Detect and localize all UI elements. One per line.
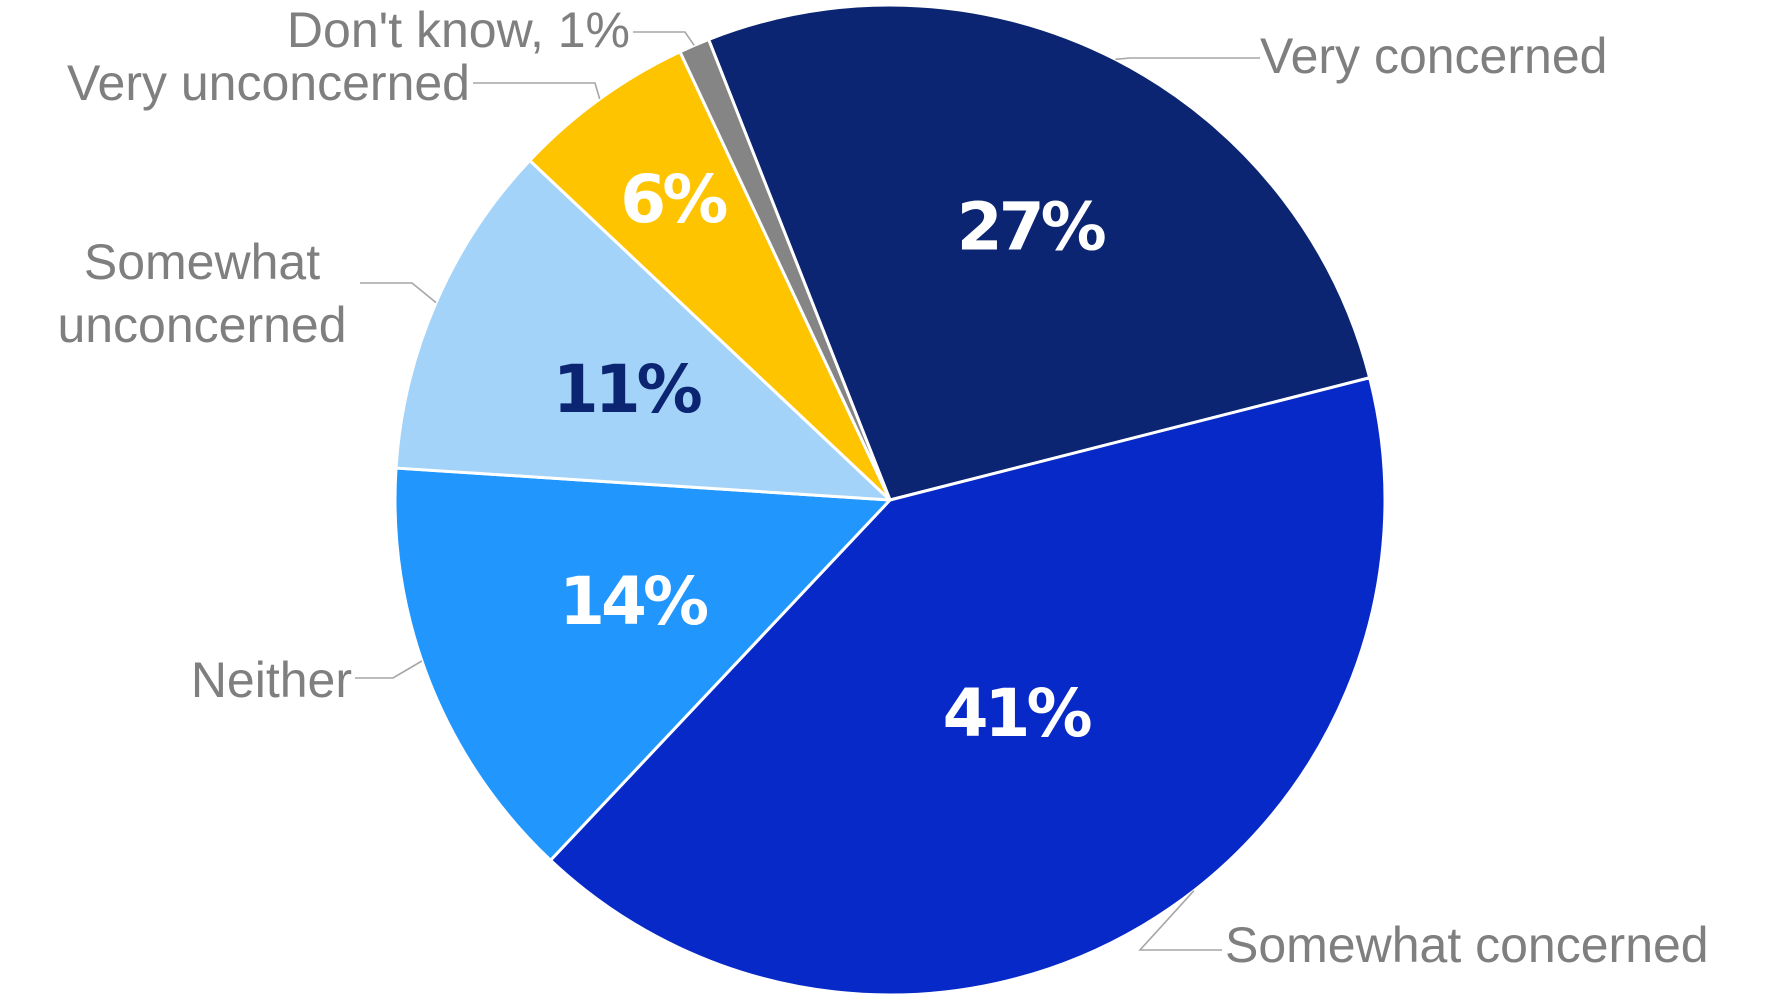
leader-lines [355, 31, 1260, 951]
value-label-neither: 14% [559, 563, 708, 640]
pie-slice-very-concerned [707, 3, 1372, 502]
leader-line-somewhat-concerned [1138, 890, 1222, 951]
pie-slice-somewhat-concerned [549, 376, 1387, 997]
category-label-somewhat-concerned: Somewhat concerned [1225, 917, 1709, 973]
value-labels: 27% 41% 14% 11% 6% [553, 161, 1110, 752]
category-label-neither: Neither [191, 652, 352, 708]
pie-slice-neither [393, 466, 892, 862]
value-label-somewhat-unconcerned: 11% [553, 351, 702, 428]
category-label-don-t-know-1: Don't know, 1% [287, 2, 630, 58]
leader-line-very-unconcerned [473, 82, 601, 100]
value-label-somewhat-concerned: 41% [943, 675, 1092, 752]
leader-line-don-t-know-1 [633, 31, 695, 46]
pie-slices [393, 3, 1387, 997]
category-label-very-unconcerned: Very unconcerned [67, 55, 470, 111]
pie-slice-very-unconcerned [528, 50, 892, 502]
category-label-very-concerned: Very concerned [1260, 28, 1607, 84]
leader-line-somewhat-unconcerned [360, 282, 437, 304]
leader-line-neither [355, 660, 423, 679]
pie-slice-somewhat-unconcerned [394, 159, 892, 502]
category-label-somewhat-unconcerned: Somewhat unconcerned [57, 234, 346, 353]
value-label-very-unconcerned: 6% [620, 161, 727, 238]
value-label-very-concerned: 27% [957, 188, 1106, 265]
category-labels: Very concerned Somewhat concerned Neither S… [57, 2, 1708, 973]
leader-line-very-concerned [1115, 57, 1260, 61]
